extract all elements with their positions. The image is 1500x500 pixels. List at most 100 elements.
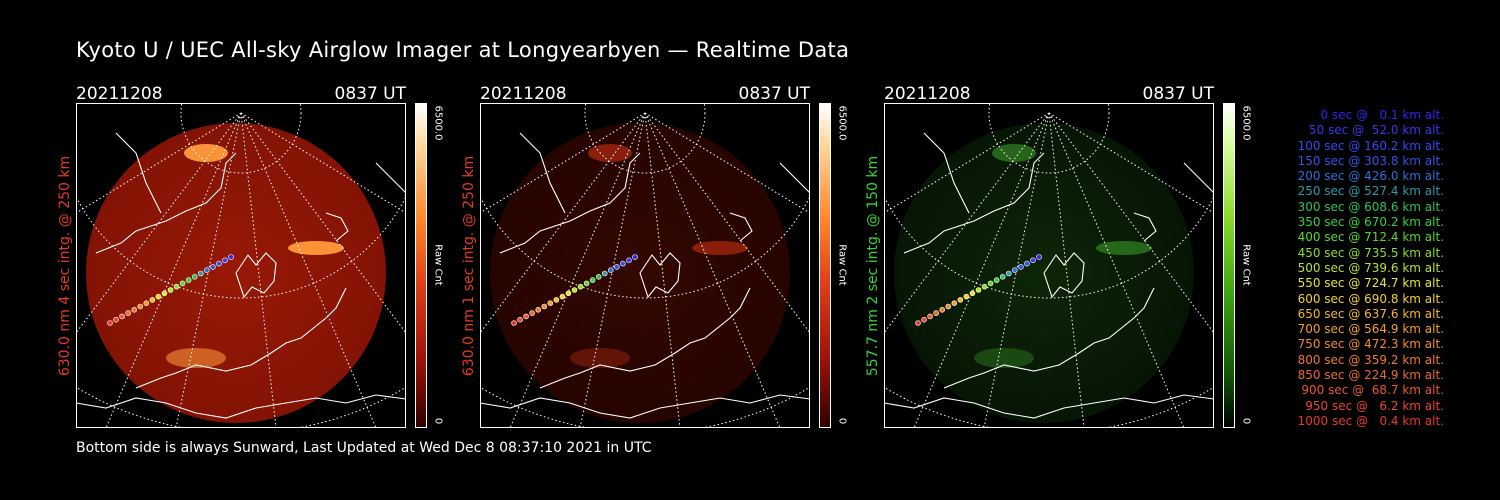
legend-row: 700 sec @ 564.9 km alt. — [1297, 322, 1444, 337]
panel-date: 20211208 — [480, 84, 567, 104]
trajectory-point — [161, 290, 168, 297]
legend-row: 600 sec @ 690.8 km alt. — [1297, 291, 1444, 306]
trajectory-point — [981, 283, 988, 290]
trajectory-point — [963, 293, 970, 300]
trajectory-point — [927, 313, 933, 320]
panel-date: 20211208 — [76, 84, 163, 104]
legend-row: 550 sec @ 724.7 km alt. — [1297, 276, 1444, 291]
panel-date: 20211208 — [884, 84, 971, 104]
trajectory-point — [577, 283, 584, 290]
trajectory-point — [107, 320, 113, 326]
legend-row: 750 sec @ 472.3 km alt. — [1297, 337, 1444, 352]
panel-time: 0837 UT — [738, 84, 811, 104]
legend-row: 50 sec @ 52.0 km alt. — [1309, 123, 1444, 138]
trajectory-point — [143, 300, 150, 306]
trajectory-point — [945, 303, 952, 310]
trajectory-point — [583, 280, 590, 287]
trajectory-point — [632, 254, 638, 260]
trajectory-point — [535, 307, 542, 313]
trajectory-point — [1036, 254, 1042, 260]
legend-row: 300 sec @ 608.6 km alt. — [1297, 199, 1444, 214]
trajectory-point — [614, 264, 620, 270]
legend-row: 0 sec @ 0.1 km alt. — [1320, 108, 1445, 122]
page-title: Kyoto U / UEC All-sky Airglow Imager at … — [76, 38, 850, 62]
trajectory-point — [559, 293, 566, 300]
trajectory-point — [620, 260, 626, 267]
coastline — [884, 132, 1214, 419]
colorbar-min: 0 — [1240, 417, 1252, 425]
trajectory — [107, 254, 234, 326]
trajectory — [915, 254, 1042, 326]
aurora-patch — [166, 348, 226, 368]
legend-row: 350 sec @ 670.2 km alt. — [1297, 215, 1444, 230]
trajectory-point — [915, 320, 921, 326]
legend-row: 900 sec @ 68.7 km alt. — [1301, 383, 1444, 398]
trajectory-point — [119, 313, 125, 320]
trajectory-point — [113, 316, 119, 323]
image-frame — [884, 103, 1214, 428]
trajectory-point — [1012, 267, 1018, 273]
panel-side-label: 557.7 nm 2 sec intg. @ 150 km — [865, 155, 881, 376]
aurora-patch — [184, 144, 228, 162]
panel-time: 0837 UT — [1142, 84, 1215, 104]
trajectory-point — [155, 293, 162, 300]
legend-row: 100 sec @ 160.2 km alt. — [1297, 138, 1444, 153]
colorbar-min: 0 — [836, 417, 848, 425]
colorbar-unit: Raw Cnt — [836, 244, 848, 286]
legend-row: 1000 sec @ 0.4 km alt. — [1297, 413, 1444, 428]
trajectory-point — [228, 254, 234, 260]
trajectory-point — [149, 297, 156, 303]
panel-side-label: 630.0 nm 4 sec intg. @ 250 km — [57, 155, 73, 376]
trajectory-point — [523, 313, 529, 320]
trajectory-point — [191, 274, 198, 280]
trajectory-point — [173, 283, 180, 290]
trajectory-point — [185, 277, 192, 283]
trajectory-point — [993, 277, 1000, 283]
legend-row: 150 sec @ 303.8 km alt. — [1297, 153, 1444, 168]
colorbar-labels: 6500.0 Raw Cnt 0 — [430, 103, 446, 428]
trajectory-point — [511, 320, 517, 326]
panel-557nm-2sec: 20211208 0837 UT — [884, 84, 1214, 428]
trajectory-point — [204, 267, 210, 273]
legend-row: 450 sec @ 735.5 km alt. — [1297, 245, 1444, 260]
legend-row: 800 sec @ 359.2 km alt. — [1297, 352, 1444, 367]
footer-note: Bottom side is always Sunward, Last Upda… — [76, 440, 652, 456]
trajectory-point — [608, 267, 614, 273]
trajectory-point — [921, 316, 927, 323]
trajectory-point — [951, 300, 958, 306]
trajectory-point — [601, 270, 608, 277]
colorbar — [1223, 103, 1235, 428]
trajectory-point — [999, 274, 1006, 280]
airglow-image-map — [884, 103, 1214, 428]
trajectory-point — [1005, 270, 1012, 277]
airglow-image-map — [76, 103, 406, 428]
legend-row: 850 sec @ 224.9 km alt. — [1297, 368, 1444, 383]
legend-row: 650 sec @ 637.6 km alt. — [1297, 306, 1444, 321]
aurora-patch — [288, 241, 344, 255]
aurora-patch — [992, 144, 1036, 162]
legend-row: 950 sec @ 6.2 km alt. — [1305, 398, 1444, 413]
colorbar-labels: 6500.0 Raw Cnt 0 — [834, 103, 850, 428]
trajectory-point — [137, 303, 144, 310]
trajectory-point — [1024, 260, 1030, 267]
trajectory-point — [210, 264, 216, 270]
coastline — [480, 132, 810, 419]
panel-630nm-4sec: 20211208 0837 UT — [76, 84, 406, 428]
colorbar-labels: 6500.0 Raw Cnt 0 — [1238, 103, 1254, 428]
trajectory-legend: 0 sec @ 0.1 km alt. 50 sec @ 52.0 km alt.… — [1262, 108, 1444, 429]
panel-630nm-1sec: 20211208 0837 UT — [480, 84, 810, 428]
trajectory-point — [565, 290, 572, 297]
trajectory-point — [589, 277, 596, 283]
colorbar-max: 6500.0 — [836, 105, 848, 141]
legend-row: 250 sec @ 527.4 km alt. — [1297, 184, 1444, 199]
trajectory-point — [517, 316, 523, 323]
colorbar-max: 6500.0 — [432, 105, 444, 141]
colorbar-unit: Raw Cnt — [432, 244, 444, 286]
trajectory-point — [571, 287, 578, 293]
image-frame — [76, 103, 406, 428]
trajectory-point — [987, 280, 994, 287]
trajectory-point — [939, 307, 946, 313]
geo-grid — [76, 103, 406, 428]
trajectory-point — [529, 310, 535, 316]
colorbar — [415, 103, 427, 428]
